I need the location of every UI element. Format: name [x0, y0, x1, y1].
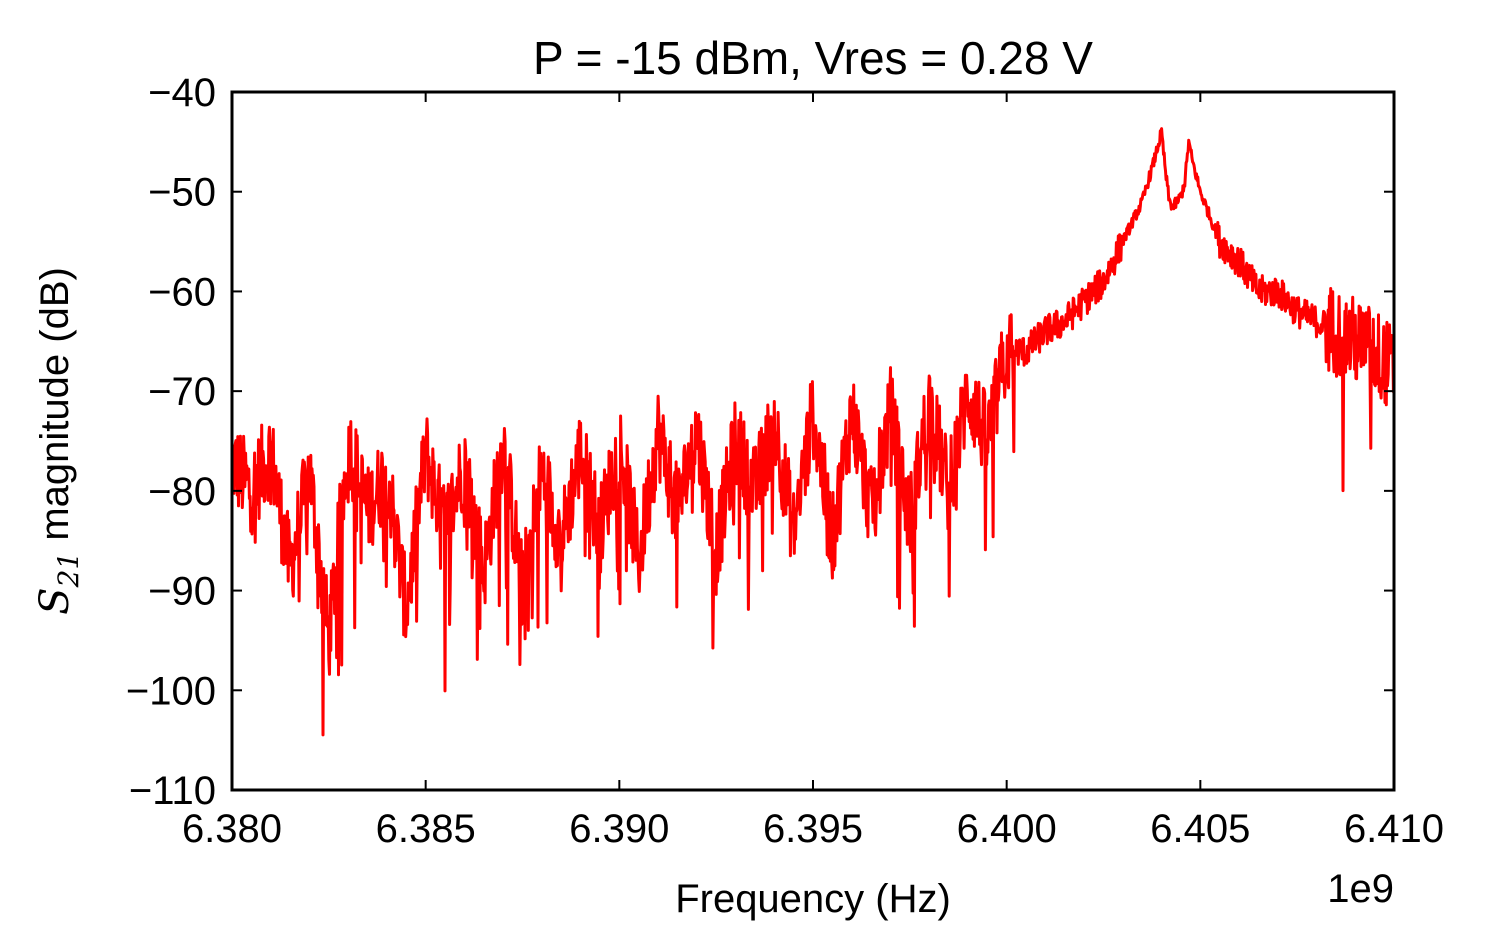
x-axis-label: Frequency (Hz)	[675, 877, 951, 921]
y-tick-label: −60	[148, 270, 216, 314]
y-axis-label-text: magnitude (dB)	[33, 267, 77, 552]
y-tick-label: −50	[148, 171, 216, 215]
x-tick-label: 6.385	[376, 807, 476, 851]
x-tick-label: 6.395	[763, 807, 863, 851]
x-offset-text: 1e9	[1327, 867, 1394, 911]
y-axis-label-symbol: S	[32, 587, 78, 614]
y-tick-label: −70	[148, 370, 216, 414]
y-tick-label: −110	[129, 769, 216, 813]
y-axis-label: S21 magnitude (dB)	[32, 267, 85, 615]
x-tick-label: 6.390	[569, 807, 669, 851]
series-line-s21	[232, 127, 1394, 737]
y-tick-label: −80	[148, 470, 216, 514]
y-tick-label: −100	[126, 669, 216, 713]
x-tick-label: 6.400	[957, 807, 1057, 851]
y-axis: −40 −50 −60 −70 −80 −90 −100 −110	[126, 71, 1394, 813]
x-tick-label: 6.410	[1344, 807, 1444, 851]
x-axis: 6.380 6.385 6.390 6.395 6.400 6.405 6.410	[182, 92, 1444, 851]
x-tick-label: 6.380	[182, 807, 282, 851]
y-axis-label-subscript: 21	[52, 552, 85, 589]
y-tick-label: −90	[148, 570, 216, 614]
y-tick-label: −40	[148, 71, 216, 115]
x-tick-label: 6.405	[1150, 807, 1250, 851]
chart-title: P = -15 dBm, Vres = 0.28 V	[533, 32, 1093, 84]
